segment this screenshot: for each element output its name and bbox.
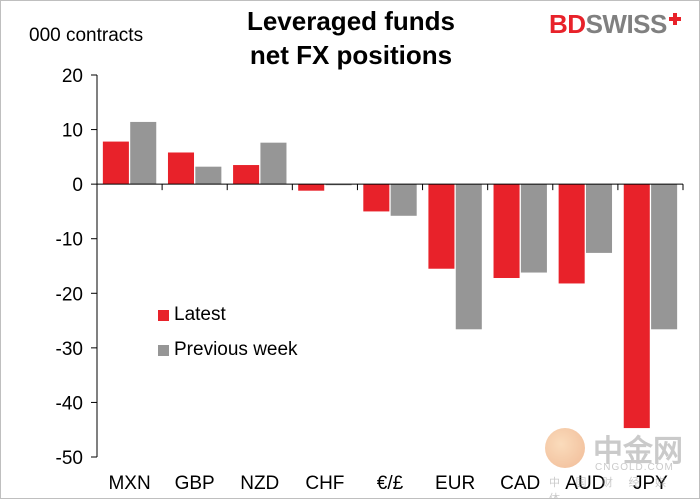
bar-latest-2 [233,165,260,185]
bar-previous-week-0 [130,121,157,185]
y-tick-label-5: -30 [56,339,83,360]
y-tick-label-3: -10 [56,230,83,251]
y-axis-unit-label: 000 contracts [29,25,144,46]
x-tick-label-8: JPY [633,473,668,494]
bar-previous-week-3 [325,184,352,186]
bar-latest-5 [428,184,455,269]
bar-previous-week-6 [520,184,547,273]
watermark-sub-text: 中 国 财 经 媒 体 [549,476,672,499]
y-tick-label-6: -40 [56,393,83,414]
bar-previous-week-2 [260,142,287,185]
y-tick-label-7: -50 [56,448,83,469]
y-tick-label-0: 20 [62,66,83,87]
chart-title-line-2: net FX positions [249,40,453,70]
x-tick-label-0: MXN [108,473,150,494]
x-tick-label-5: EUR [435,473,475,494]
bar-latest-6 [493,184,520,279]
x-tick-label-2: NZD [240,473,279,494]
y-tick-label-1: 10 [62,121,83,142]
legend-swatch-previous-week [158,345,169,356]
watermark-en-text: CNGOLD.COM [595,462,674,473]
legend-label-latest: Latest [174,304,226,325]
x-tick-label-6: CAD [500,473,540,494]
swiss-cross-icon [668,13,681,25]
bdswiss-logo: BDSWISS [549,9,681,40]
y-tick-label-2: 0 [72,175,83,196]
bar-previous-week-1 [195,166,222,185]
x-tick-label-7: AUD [565,473,605,494]
x-tick-label-4: €/£ [377,473,404,494]
bar-previous-week-8 [651,184,678,330]
bar-latest-1 [167,152,195,185]
cngold-watermark: 中金网 CNGOLD.COM 中 国 财 经 媒 体 [541,426,691,498]
x-tick-label-1: GBP [175,473,215,494]
chart-title-line-1: Leveraged funds [246,6,456,36]
bar-latest-8 [623,184,650,429]
brand-part-2: SWISS [585,9,668,39]
y-tick-label-4: -20 [56,284,83,305]
bar-previous-week-4 [390,184,417,216]
brand-part-1: BD [549,9,586,39]
legend-label-previous-week: Previous week [174,339,298,360]
x-tick-label-3: CHF [305,473,344,494]
bar-latest-4 [363,184,390,212]
watermark-cn-text: 中金网 [593,434,683,469]
bar-previous-week-7 [585,184,613,253]
bar-latest-3 [298,184,325,191]
cngold-logo-icon [545,428,585,468]
legend-swatch-latest [158,310,169,321]
bar-latest-7 [558,184,585,284]
bar-previous-week-5 [455,184,482,330]
bar-latest-0 [102,141,129,185]
